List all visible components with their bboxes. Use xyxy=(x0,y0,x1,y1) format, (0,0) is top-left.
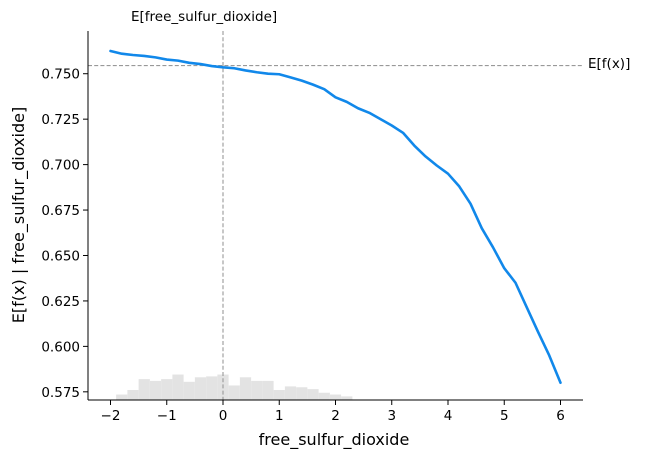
reference-lines-layer xyxy=(88,31,584,400)
histogram-bar xyxy=(262,380,274,400)
y-axis-label: E[f(x) | free_sulfur_dioxide] xyxy=(9,107,29,323)
y-tick-label: 0.750 xyxy=(41,67,80,83)
feature-mean-label: E[free_sulfur_dioxide] xyxy=(131,9,277,25)
y-tick-label: 0.675 xyxy=(41,203,80,219)
histogram-bar xyxy=(228,385,240,400)
y-tick-label: 0.700 xyxy=(41,158,80,174)
y-tick-label: 0.725 xyxy=(41,112,80,128)
histogram-bar xyxy=(194,377,207,400)
y-tick-label: 0.575 xyxy=(41,385,80,401)
histogram-bar xyxy=(273,390,285,400)
y-tick-label: 0.650 xyxy=(41,248,80,264)
histogram-bar xyxy=(116,394,128,400)
histogram-bar xyxy=(149,380,162,400)
histogram-bar xyxy=(206,376,218,400)
histogram-bar xyxy=(341,396,353,400)
histogram-bar xyxy=(138,379,150,400)
series-line xyxy=(109,49,562,385)
y-tick-label: 0.625 xyxy=(41,294,80,310)
axes-layer: −2 −1 0 1 2 3 4 5 6 0.575 0.600 0.625 0.650 0.675 0.70… xyxy=(41,31,583,424)
x-tick-label: 2 xyxy=(331,408,340,424)
histogram-bar xyxy=(172,374,184,400)
histogram-bar xyxy=(161,379,173,400)
histogram-bar xyxy=(284,386,297,400)
histogram-bar xyxy=(307,389,319,400)
histogram-bar xyxy=(183,381,195,400)
histogram-bar xyxy=(251,380,263,400)
histogram-bar xyxy=(296,387,308,400)
histogram-bar xyxy=(318,392,330,400)
x-tick-label: 4 xyxy=(444,408,453,424)
expected-value-label: E[f(x)] xyxy=(588,56,630,72)
x-tick-label: 6 xyxy=(556,408,565,424)
histogram-bar xyxy=(329,394,342,400)
x-tick-label: 5 xyxy=(500,408,509,424)
histogram-bar xyxy=(127,390,139,400)
histogram-bar xyxy=(239,377,252,400)
y-tick-label: 0.600 xyxy=(41,339,80,355)
x-axis-label: free_sulfur_dioxide xyxy=(259,430,410,450)
x-tick-label: −1 xyxy=(157,408,177,424)
histogram-layer xyxy=(116,374,353,400)
x-tick-label: 3 xyxy=(387,408,396,424)
x-tick-label: −2 xyxy=(101,408,121,424)
series-line-layer xyxy=(109,49,562,385)
x-tick-label: 0 xyxy=(219,408,228,424)
x-tick-label: 1 xyxy=(275,408,284,424)
